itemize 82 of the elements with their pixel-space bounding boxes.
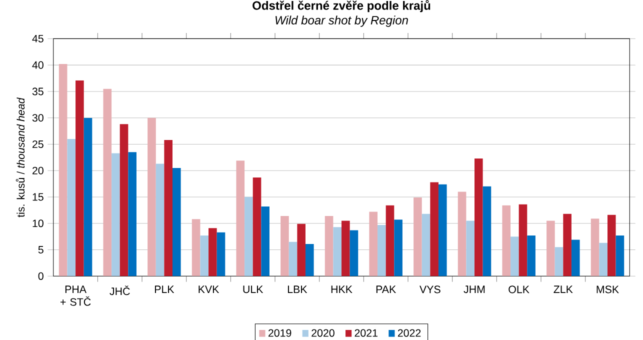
bar: [518, 204, 528, 276]
bar: [554, 247, 564, 276]
legend-label: 2021: [354, 329, 378, 337]
y-tick-label: 20: [32, 166, 44, 174]
legend-label: 2022: [398, 329, 421, 337]
bar: [333, 226, 342, 276]
bar: [350, 230, 358, 276]
y-axis-title: tis. kusů / thousand head: [16, 97, 25, 218]
x-tick-label: KVK: [198, 286, 220, 293]
bar: [546, 220, 555, 276]
bar: [192, 219, 200, 276]
bar: [261, 206, 270, 276]
x-tick-label: JHM: [464, 286, 485, 294]
x-tick-label: VYS: [420, 286, 440, 294]
bar: [216, 232, 226, 276]
bar: [324, 216, 334, 276]
bar: [386, 205, 394, 276]
bar: [305, 244, 314, 276]
bar: [297, 224, 306, 276]
bar: [58, 64, 68, 276]
x-tick-label: OLK: [508, 286, 530, 294]
bar: [502, 205, 511, 276]
y-tick-label: 15: [32, 193, 44, 201]
bar: [200, 235, 209, 276]
bar: [527, 235, 536, 276]
bar: [148, 118, 156, 276]
bar: [208, 228, 217, 276]
bar: [571, 240, 580, 276]
y-tick-label: 0: [38, 272, 44, 280]
chart-subtitle: Wild boar shot by Region: [276, 16, 408, 27]
bar: [156, 164, 164, 276]
y-tick-label: 10: [32, 220, 44, 228]
bar: [164, 140, 172, 276]
x-tick-label: LBK: [288, 286, 308, 293]
x-tick-label: HKK: [331, 286, 352, 293]
bar: [607, 214, 616, 276]
x-tick-label: JHČ: [110, 286, 130, 296]
bar: [172, 168, 181, 276]
legend-label: 2020: [312, 329, 334, 337]
bar: [342, 220, 350, 276]
bar: [563, 214, 572, 276]
bar: [280, 216, 289, 276]
bar: [438, 184, 447, 276]
bar: [67, 138, 76, 276]
y-tick-label: 30: [32, 114, 44, 122]
x-tick-label: ULK: [243, 286, 264, 294]
x-tick-label: ZLK: [554, 286, 573, 293]
y-tick-label: 35: [32, 88, 44, 96]
bar: [458, 192, 466, 276]
x-tick-label: PHA + STČ: [60, 286, 91, 306]
bar: [120, 124, 128, 276]
bar: [394, 220, 402, 276]
bar: [76, 80, 84, 276]
bar: [236, 160, 245, 276]
bar: [466, 220, 475, 276]
bar: [430, 182, 438, 276]
bar: [112, 153, 120, 276]
y-tick-label: 40: [32, 61, 44, 69]
bar: [510, 236, 519, 276]
bar: [103, 88, 112, 276]
x-tick-label: PAK: [376, 286, 396, 293]
x-tick-label: PLK: [154, 286, 174, 293]
bar: [599, 242, 608, 276]
bar: [616, 235, 624, 276]
y-tick-label: 25: [32, 140, 44, 148]
x-tick-label: MSK: [596, 286, 619, 294]
bar: [128, 152, 136, 276]
bar: [369, 212, 378, 276]
bar: [482, 186, 492, 276]
bar: [590, 218, 600, 276]
bar: [474, 158, 483, 276]
bar: [84, 118, 92, 276]
legend-label: 2019: [268, 329, 292, 337]
y-tick-label: 5: [38, 246, 44, 254]
bar: [378, 224, 386, 276]
y-tick-label: 45: [32, 34, 44, 42]
bar: [414, 197, 422, 276]
bar: [288, 242, 298, 276]
bar: [252, 177, 262, 276]
bar: [244, 196, 253, 276]
chart-title: Odstřel černé zvěře podle krajů: [252, 0, 430, 12]
bar: [422, 214, 430, 276]
